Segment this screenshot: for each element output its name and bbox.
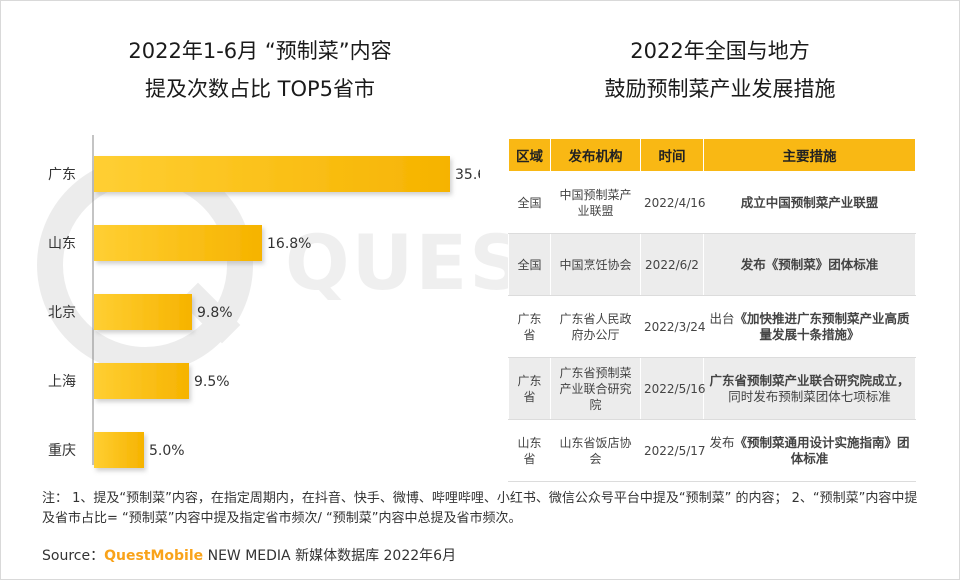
- cell-region: 广东省: [508, 295, 551, 358]
- category-label: 广东: [48, 167, 76, 183]
- source-label: Source：: [42, 548, 105, 564]
- measure-bold: 发布《预制菜》团体标准: [740, 256, 879, 272]
- table-header-row: 区域 发布机构 时间 主要措施: [508, 138, 916, 172]
- source-brand: QuestMobile: [104, 548, 204, 564]
- cell-measure: 出台《加快推进广东预制菜产业高质量发展十条措施》: [703, 295, 916, 358]
- chart-title-line1: 2022年1-6月 “预制菜”内容: [128, 39, 392, 63]
- measure-bold: 成立中国预制菜产业联盟: [740, 194, 879, 210]
- category-label: 山东: [48, 236, 76, 252]
- bar: [94, 432, 144, 468]
- cell-region: 全国: [508, 233, 551, 296]
- header-measure: 主要措施: [703, 138, 916, 172]
- cell-region: 广东省: [508, 357, 551, 420]
- value-label: 9.8%: [197, 305, 233, 321]
- measures-table: 区域 发布机构 时间 主要措施 全国 中国预制菜产业联盟 2022/4/16 成…: [508, 138, 916, 482]
- cell-date: 2022/4/16: [640, 171, 706, 234]
- measure-bold: 《加快推进广东预制菜产业高质量发展十条措施》: [734, 310, 910, 342]
- cell-date: 2022/3/24: [640, 295, 706, 358]
- cell-measure: 成立中国预制菜产业联盟: [703, 171, 916, 234]
- measure-prefix: 发布: [709, 434, 735, 450]
- table-row: 山东省 山东省饭店协会 2022/5/17 发布《预制菜通用设计实施指南》团体标…: [508, 419, 916, 482]
- header-org: 发布机构: [550, 138, 641, 172]
- measure-bold: 广东省预制菜产业联合研究院成立，: [709, 372, 910, 388]
- chart-title: 2022年1-6月 “预制菜”内容 提及次数占比 TOP5省市: [60, 32, 460, 108]
- chart-title-line2: 提及次数占比 TOP5省市: [144, 77, 376, 101]
- header-region: 区域: [508, 138, 551, 172]
- measure-bold: 《预制菜通用设计实施指南》团体标准: [734, 434, 910, 466]
- cell-measure: 发布《预制菜》团体标准: [703, 233, 916, 296]
- cell-measure: 发布《预制菜通用设计实施指南》团体标准: [703, 419, 916, 482]
- table-title: 2022年全国与地方 鼓励预制菜产业发展措施: [520, 32, 920, 108]
- bar-chart: 广东 35.6% 山东 16.8% 北京 9.8% 上海 9.5% 重庆 5.0%: [48, 135, 480, 468]
- bar: [94, 294, 192, 330]
- bar: [94, 225, 262, 261]
- table-row: 广东省 广东省人民政府办公厅 2022/3/24 出台《加快推进广东预制菜产业高…: [508, 295, 916, 358]
- table-row: 全国 中国预制菜产业联盟 2022/4/16 成立中国预制菜产业联盟: [508, 171, 916, 234]
- cell-date: 2022/5/16: [640, 357, 706, 420]
- footnote: 注： 1、提及“预制菜”内容，在指定周期内，在抖音、快手、微博、哔哩哔哩、小红书…: [42, 491, 918, 526]
- measure-prefix: 出台: [709, 310, 735, 326]
- table-row: 广东省 广东省预制菜产业联合研究院 2022/5/16 广东省预制菜产业联合研究…: [508, 357, 916, 420]
- cell-org: 广东省预制菜产业联合研究院: [550, 357, 641, 420]
- cell-region: 山东省: [508, 419, 551, 482]
- header-date: 时间: [640, 138, 704, 172]
- cell-date: 2022/5/17: [640, 419, 706, 482]
- value-label: 9.5%: [194, 374, 230, 390]
- cell-org: 中国预制菜产业联盟: [550, 171, 641, 234]
- measure-suffix: 同时发布预制菜团体七项标准: [728, 388, 891, 404]
- category-label: 重庆: [48, 443, 76, 459]
- bar: [94, 156, 450, 192]
- cell-date: 2022/6/2: [640, 233, 704, 296]
- value-label: 16.8%: [267, 236, 311, 252]
- bar: [94, 363, 189, 399]
- value-label: 35.6%: [455, 167, 480, 183]
- source-line: Source：QuestMobile NEW MEDIA 新媒体数据库 2022…: [42, 545, 456, 565]
- cell-org: 中国烹饪协会: [550, 233, 641, 296]
- cell-region: 全国: [508, 171, 551, 234]
- table-title-line1: 2022年全国与地方: [630, 39, 810, 63]
- table-title-line2: 鼓励预制菜产业发展措施: [604, 77, 836, 101]
- cell-org: 广东省人民政府办公厅: [550, 295, 641, 358]
- category-label: 北京: [48, 305, 76, 321]
- value-label: 5.0%: [149, 443, 185, 459]
- table-row: 全国 中国烹饪协会 2022/6/2 发布《预制菜》团体标准: [508, 233, 916, 296]
- category-label: 上海: [48, 374, 76, 390]
- source-text: NEW MEDIA 新媒体数据库 2022年6月: [203, 548, 457, 564]
- cell-measure: 广东省预制菜产业联合研究院成立， 同时发布预制菜团体七项标准: [703, 357, 916, 420]
- cell-org: 山东省饭店协会: [550, 419, 641, 482]
